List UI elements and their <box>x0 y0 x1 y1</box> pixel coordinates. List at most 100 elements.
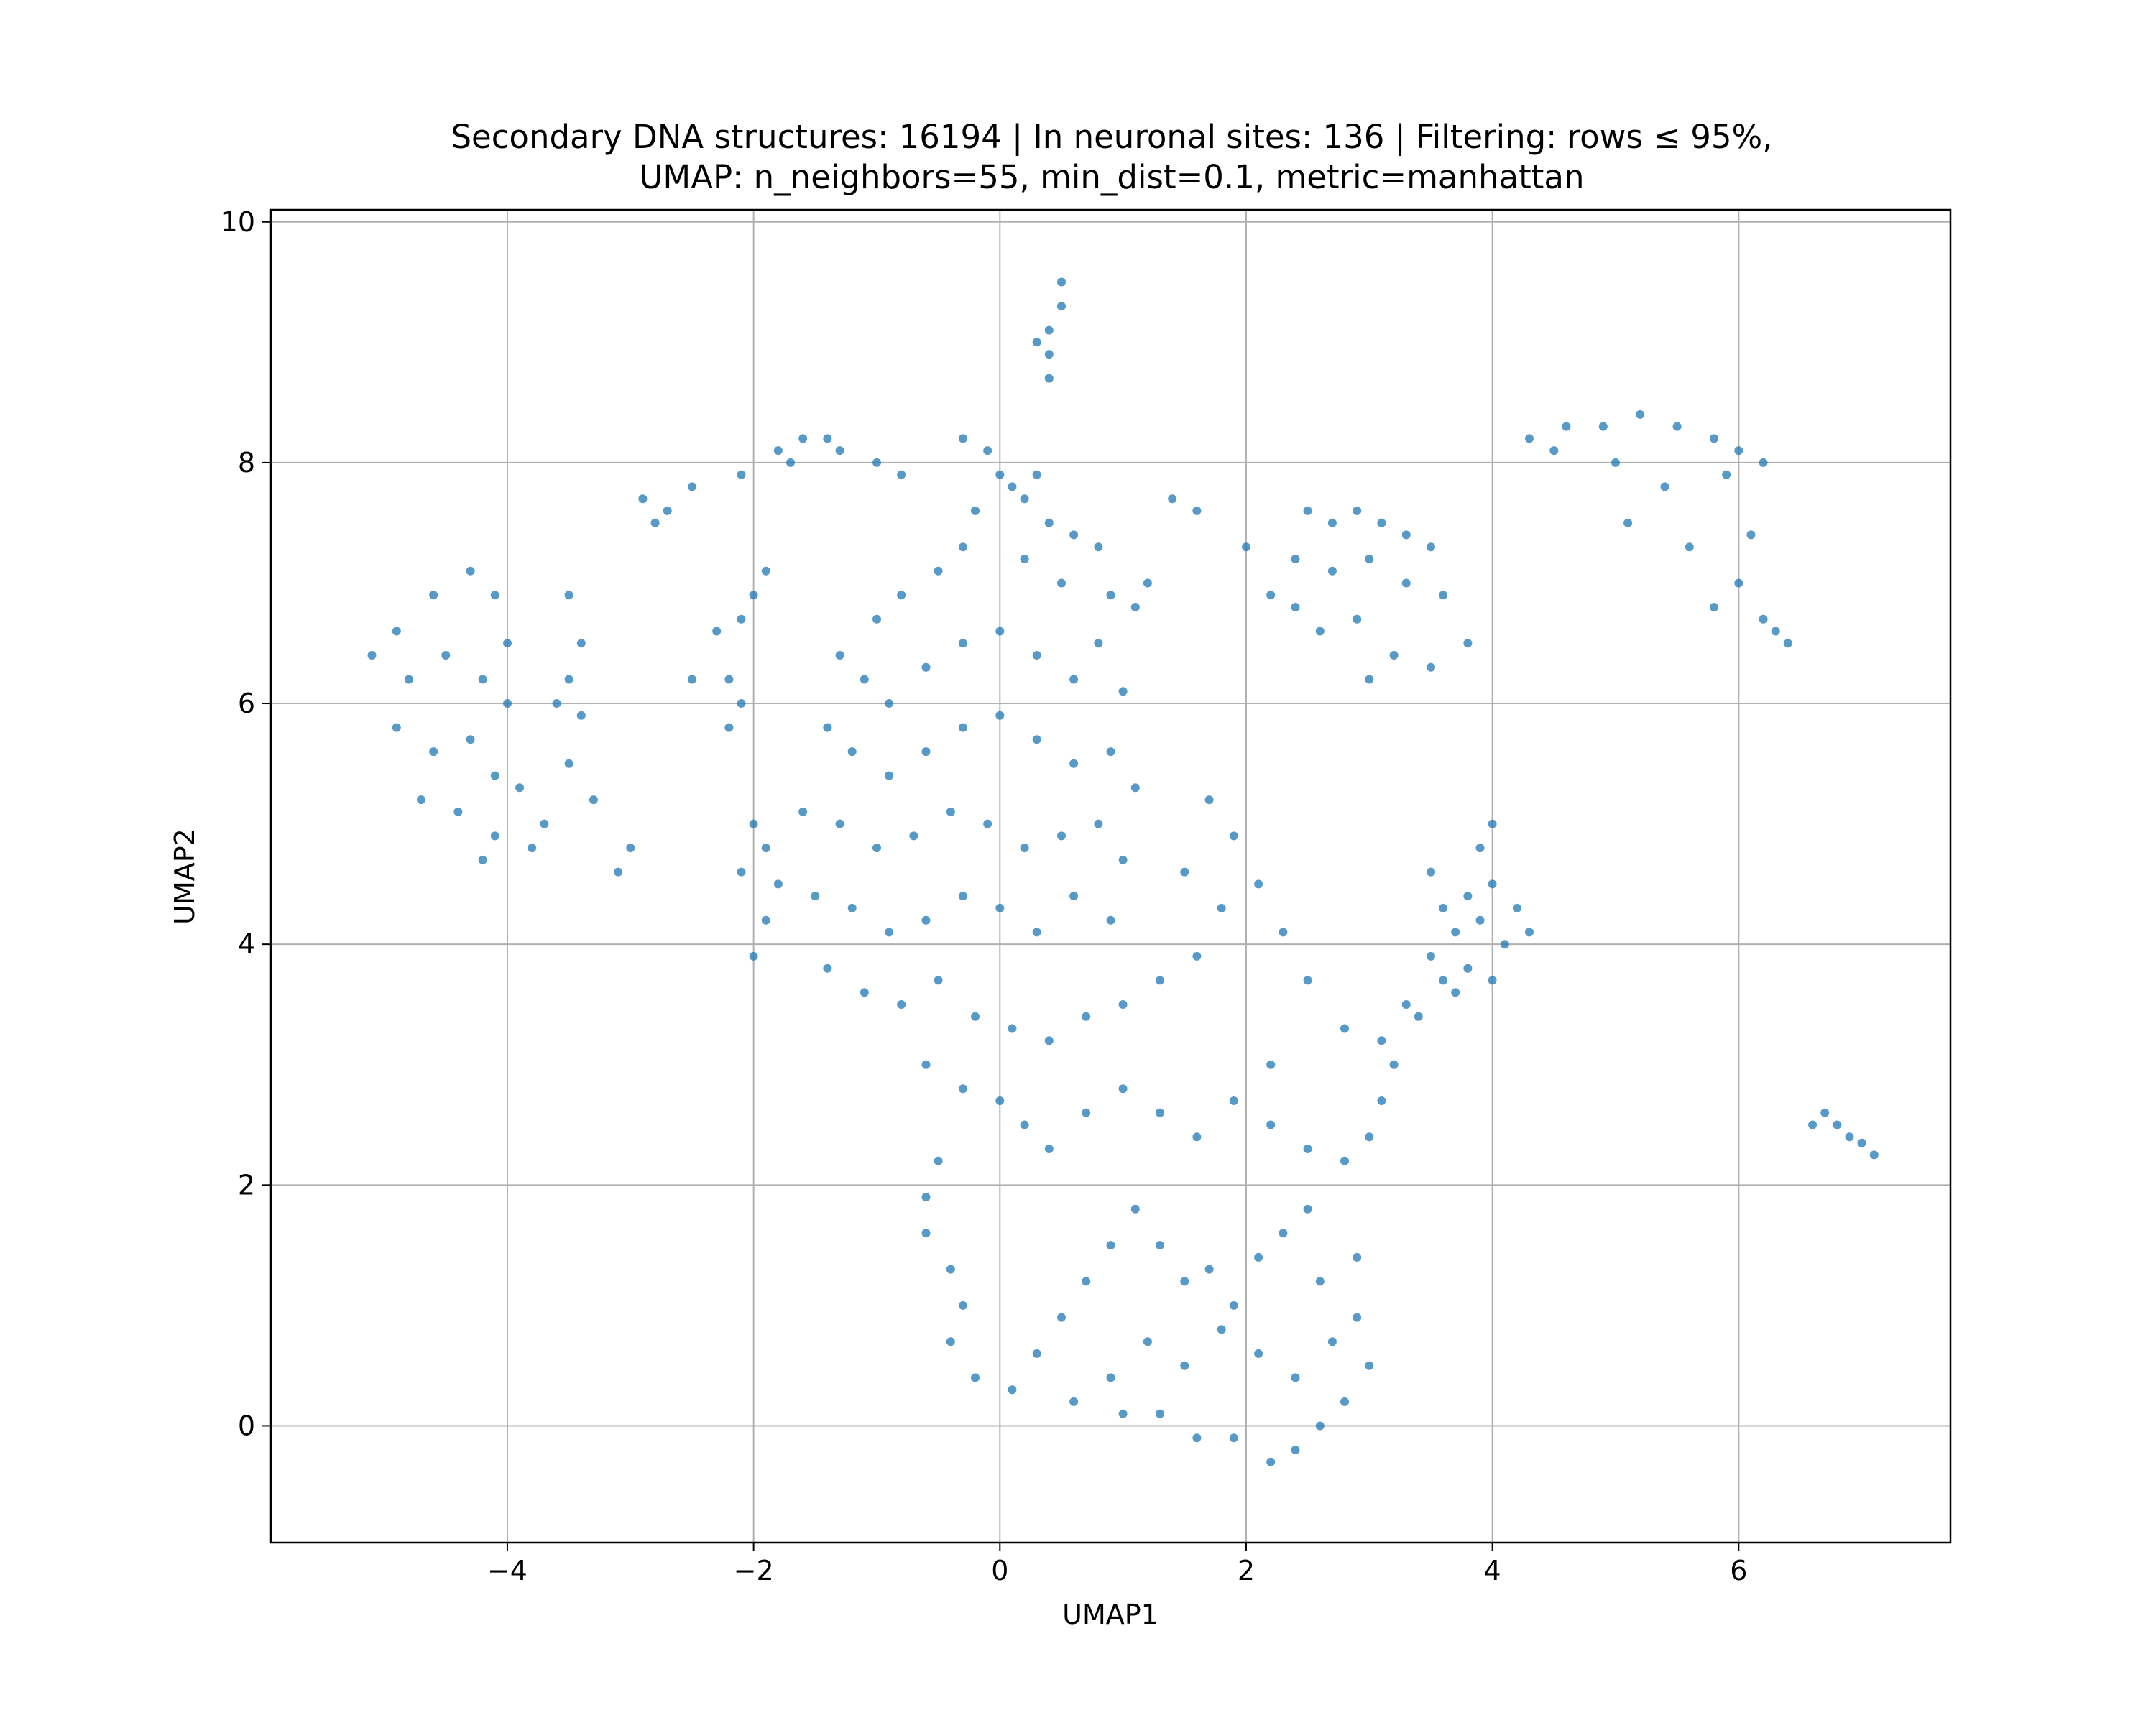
data-point <box>1008 1024 1017 1033</box>
data-point <box>934 566 943 576</box>
data-point <box>958 434 967 443</box>
scatter-points <box>367 277 1879 1466</box>
data-point <box>1168 494 1177 504</box>
data-point <box>663 506 672 515</box>
data-point <box>1734 446 1743 456</box>
data-point <box>1365 1132 1374 1142</box>
data-point <box>1254 1252 1263 1262</box>
x-tick-label: −2 <box>734 1555 774 1586</box>
data-point <box>958 1300 967 1310</box>
data-point <box>971 1373 980 1382</box>
data-point <box>934 1156 943 1165</box>
data-point <box>737 699 746 708</box>
data-point <box>1008 482 1017 491</box>
data-point <box>1303 1145 1312 1153</box>
data-point <box>1254 879 1263 889</box>
data-point <box>737 867 746 877</box>
data-point <box>1623 518 1633 527</box>
data-point <box>1401 530 1411 540</box>
data-point <box>1291 1373 1300 1382</box>
data-point <box>921 747 931 757</box>
data-point <box>564 759 573 768</box>
data-point <box>1020 844 1029 853</box>
data-point <box>1279 928 1288 937</box>
data-point <box>1143 578 1152 588</box>
data-point <box>1439 591 1448 600</box>
data-point <box>1488 879 1497 889</box>
data-point <box>983 819 992 828</box>
data-point <box>1365 1361 1374 1370</box>
data-point <box>688 482 696 491</box>
data-point <box>490 831 499 841</box>
plot-frame <box>270 208 1952 1544</box>
data-point <box>1327 1337 1337 1346</box>
data-point <box>1353 1313 1362 1322</box>
data-point <box>1685 542 1694 552</box>
data-point <box>1266 1060 1276 1069</box>
data-point <box>971 506 980 515</box>
data-point <box>835 446 844 456</box>
data-point <box>1057 302 1066 311</box>
data-point <box>897 470 906 479</box>
data-point <box>995 470 1005 479</box>
data-point <box>1044 374 1054 383</box>
data-point <box>1377 1096 1386 1105</box>
data-point <box>860 675 869 684</box>
data-point <box>1488 976 1497 985</box>
data-point <box>995 711 1005 720</box>
data-point <box>1315 1277 1325 1286</box>
y-tick-label: 8 <box>238 447 255 479</box>
data-point <box>958 1084 967 1094</box>
data-point <box>1549 446 1559 456</box>
axis-ticks: −4 −2 0 2 4 6 0 2 4 6 8 10 <box>221 206 1748 1586</box>
data-point <box>1451 928 1460 937</box>
data-point <box>1217 903 1226 912</box>
data-point <box>958 639 967 648</box>
data-point <box>872 458 881 467</box>
data-point <box>724 723 734 732</box>
data-point <box>490 771 499 780</box>
data-point <box>1353 614 1362 624</box>
data-point <box>1845 1132 1854 1142</box>
data-point <box>1377 1036 1386 1045</box>
data-point <box>885 928 894 937</box>
data-point <box>552 699 561 708</box>
data-point <box>921 662 931 672</box>
data-point <box>564 675 573 684</box>
data-point <box>835 651 844 660</box>
x-tick-label: 0 <box>991 1555 1008 1586</box>
data-point <box>1204 1265 1214 1274</box>
data-point <box>786 458 795 467</box>
data-point <box>1389 651 1399 660</box>
data-point <box>1636 410 1645 419</box>
data-point <box>1032 651 1041 660</box>
data-point <box>1204 795 1214 805</box>
data-point <box>1672 422 1682 431</box>
data-point <box>897 1000 906 1009</box>
data-point <box>1057 277 1066 287</box>
data-point <box>1229 1096 1238 1105</box>
data-point <box>1020 555 1029 563</box>
data-point <box>749 591 758 600</box>
data-point <box>1266 591 1276 600</box>
y-axis-label: UMAP2 <box>169 828 201 925</box>
data-point <box>490 591 499 600</box>
data-point <box>1808 1120 1818 1129</box>
data-point <box>773 879 783 889</box>
data-point <box>1044 1145 1054 1153</box>
data-point <box>1451 988 1460 997</box>
data-point <box>1106 591 1115 600</box>
data-point <box>1156 1409 1164 1418</box>
data-point <box>1069 759 1079 768</box>
data-point <box>749 819 758 828</box>
data-point <box>958 542 967 552</box>
data-point <box>1008 1385 1017 1395</box>
data-point <box>1463 964 1473 973</box>
data-point <box>1044 350 1054 359</box>
data-point <box>1389 1060 1399 1069</box>
data-point <box>1266 1120 1276 1129</box>
data-point <box>1057 831 1066 841</box>
